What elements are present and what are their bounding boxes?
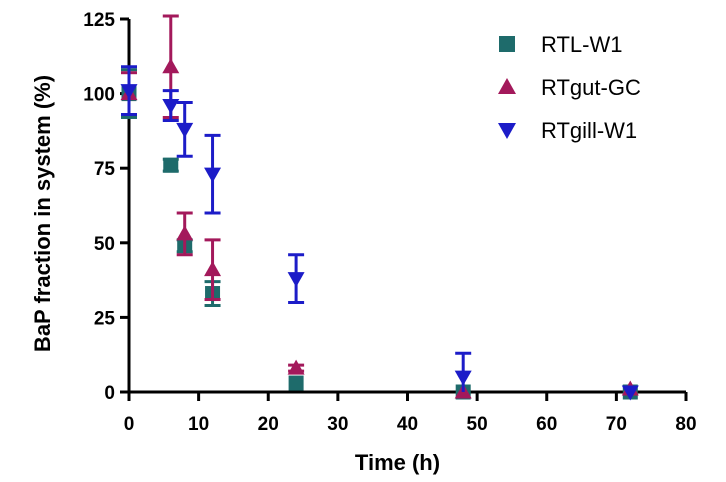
legend-label: RTgut-GC [541,75,641,100]
y-tick-label: 75 [94,159,116,180]
data-point [204,168,221,183]
legend: RTL-W1 RTgut-GC RTgill-W1 [498,32,641,143]
x-tick-label: 20 [258,414,279,435]
legend-marker [498,78,516,94]
y-tick-label: 25 [94,308,116,329]
data-point [176,225,193,240]
legend-label: RTL-W1 [541,32,623,57]
y-tick-label: 50 [94,234,115,255]
data-point [288,360,305,375]
data-point [289,376,304,391]
x-tick-label: 60 [536,414,557,435]
legend-marker [499,36,515,52]
data-point [204,261,221,276]
data-point [455,371,472,386]
legend-label: RTgill-W1 [541,118,637,143]
y-tick-label: 100 [83,85,115,106]
series-rtgut-gc [121,16,639,398]
data-point [288,272,305,287]
y-axis-title: BaP fraction in system (%) [30,75,55,352]
y-tick-label: 125 [83,10,115,31]
data-point [163,158,178,173]
x-axis-ticks: 0 10 20 30 40 50 60 70 80 [124,392,697,435]
y-tick-label: 0 [104,383,115,404]
x-axis-title: Time (h) [355,450,440,475]
series-rtgill-w1 [121,67,639,401]
x-tick-label: 70 [606,414,627,435]
x-tick-label: 30 [327,414,348,435]
x-tick-label: 50 [467,414,488,435]
x-tick-label: 80 [675,414,696,435]
x-tick-label: 40 [397,414,418,435]
x-tick-label: 0 [124,414,135,435]
data-point [162,58,179,73]
data-series [121,16,639,400]
legend-marker [498,123,516,139]
data-point [176,123,193,138]
x-tick-label: 10 [188,414,209,435]
